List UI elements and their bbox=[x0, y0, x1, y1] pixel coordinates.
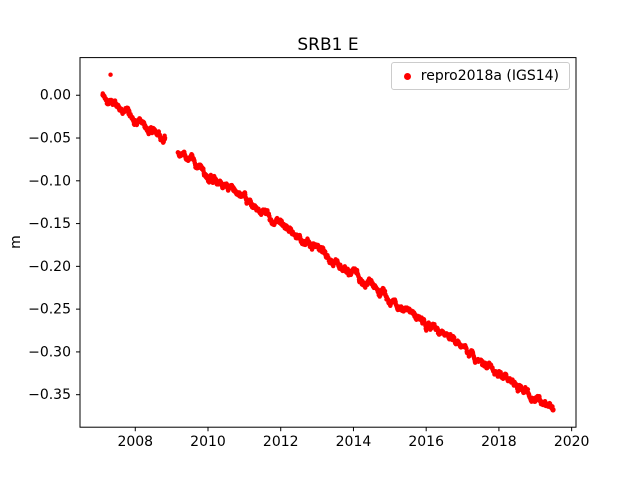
svg-text:−0.30: −0.30 bbox=[28, 344, 71, 360]
svg-text:−0.05: −0.05 bbox=[28, 131, 71, 147]
svg-text:−0.35: −0.35 bbox=[28, 387, 71, 403]
axes-frame bbox=[79, 57, 577, 428]
svg-text:−0.25: −0.25 bbox=[28, 302, 71, 318]
legend: repro2018a (IGS14) bbox=[390, 62, 570, 90]
svg-text:2018: 2018 bbox=[481, 434, 517, 450]
chart-title: SRB1 E bbox=[297, 35, 359, 55]
svg-text:2008: 2008 bbox=[117, 434, 153, 450]
svg-text:0.00: 0.00 bbox=[40, 88, 71, 104]
svg-text:2010: 2010 bbox=[190, 434, 226, 450]
legend-marker-dot-icon bbox=[403, 72, 411, 80]
svg-text:2020: 2020 bbox=[554, 434, 590, 450]
scatter-points bbox=[100, 72, 556, 413]
tick-labels: 2008 2010 2012 2014 2016 2018 2020 0.00 −0.05 −0.… bbox=[28, 88, 589, 450]
tick-marks bbox=[76, 94, 573, 432]
legend-label: repro2018a (IGS14) bbox=[420, 68, 559, 84]
svg-text:−0.20: −0.20 bbox=[28, 259, 71, 275]
svg-text:−0.10: −0.10 bbox=[28, 173, 71, 189]
svg-text:2012: 2012 bbox=[263, 434, 299, 450]
svg-text:−0.15: −0.15 bbox=[28, 216, 71, 232]
svg-text:2014: 2014 bbox=[336, 434, 372, 450]
svg-text:2016: 2016 bbox=[408, 434, 444, 450]
